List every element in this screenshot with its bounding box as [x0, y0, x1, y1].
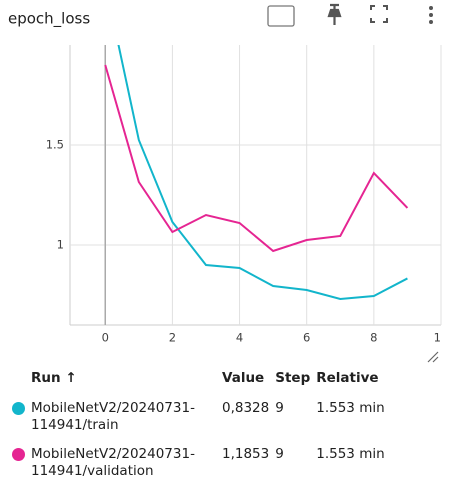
- menu-icon[interactable]: [429, 6, 433, 24]
- table-cell: 9: [275, 446, 284, 462]
- resize-icon[interactable]: [427, 351, 439, 363]
- table-row: MobileNetV2/20240731-114941/validation 1,…: [12, 442, 391, 488]
- table-row: MobileNetV2/20240731-114941/train 0,8328 9…: [12, 396, 391, 442]
- series-line: [117, 45, 408, 301]
- table-cell: MobileNetV2/20240731-114941/train: [31, 400, 195, 433]
- pin-icon[interactable]: [327, 3, 342, 25]
- run-color: [12, 448, 25, 461]
- table-cell: MobileNetV2/20240731-114941/validation: [31, 446, 195, 479]
- grid: [69, 45, 442, 326]
- x-tick-label: 10: [434, 331, 449, 345]
- table-cell: 9: [275, 400, 284, 416]
- table-cell: 1.553 min: [316, 446, 385, 462]
- plot: [104, 45, 409, 301]
- chart-title: epoch_loss: [8, 10, 90, 29]
- fit-icon[interactable]: [267, 5, 295, 27]
- header-cell: Value: [222, 370, 265, 386]
- dot-cell: [12, 396, 31, 442]
- series-line: [104, 64, 409, 253]
- header-cell: Run ↑: [31, 370, 77, 386]
- run-color: [12, 402, 25, 415]
- run-table: Run ↑ Value Step Relative MobileNetV2/20240…: [12, 366, 391, 488]
- x-tick-label: 2: [169, 331, 176, 345]
- x-tick-label: 4: [236, 331, 243, 345]
- header-cell: Relative: [316, 370, 379, 386]
- dot-cell: [12, 442, 31, 488]
- table-cell: 1,1853: [222, 446, 270, 462]
- tick-labels: 1 1.5 0 2 4 6 8 10: [46, 138, 449, 345]
- toolbar[interactable]: [267, 3, 433, 27]
- x-tick-label: 0: [102, 331, 109, 345]
- chart: epoch_loss 1 1.5 0 2 4 6 8 10: [8, 3, 449, 363]
- table-cell: 1.553 min: [316, 400, 385, 416]
- y-tick-label: 1.5: [46, 138, 64, 152]
- x-tick-label: 6: [303, 331, 310, 345]
- header-cell: Step: [275, 370, 311, 386]
- table-cell: 0,8328: [222, 400, 270, 416]
- header-cell: [12, 366, 31, 396]
- x-tick-label: 8: [370, 331, 377, 345]
- fullscreen-icon[interactable]: [370, 5, 388, 23]
- table-header: Run ↑ Value Step Relative: [12, 366, 391, 396]
- table-body: MobileNetV2/20240731-114941/train 0,8328 9…: [12, 396, 391, 488]
- y-tick-label: 1: [57, 238, 64, 252]
